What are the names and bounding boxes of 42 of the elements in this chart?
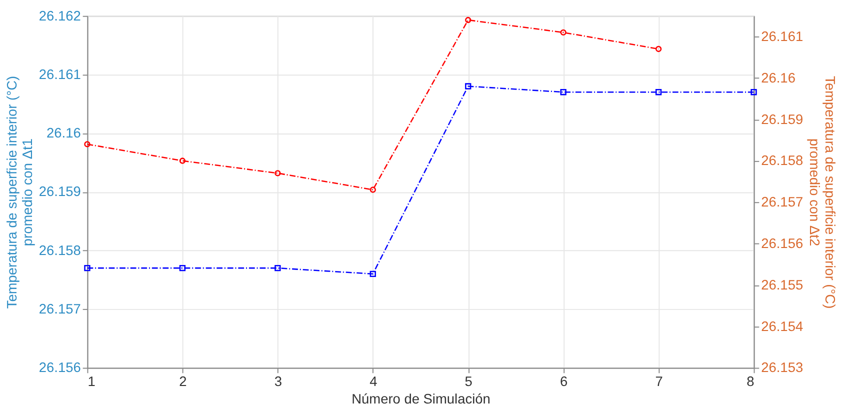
- y2-tick-label: 26.154: [761, 318, 804, 334]
- point: [84, 141, 90, 148]
- x-tick-label: 5: [464, 374, 473, 389]
- x-tick-label: 4: [370, 374, 378, 389]
- y-tick-label: 26.157: [38, 302, 81, 317]
- point: [179, 158, 186, 164]
- y-tick-label: 26.16: [46, 126, 82, 141]
- point: [750, 89, 757, 96]
- point: [465, 83, 472, 90]
- x-tick-label: 8: [746, 374, 755, 389]
- y2-tick-label: 26.157: [761, 194, 804, 210]
- y2-tick-label: 26.158: [761, 153, 804, 168]
- x-tick-label: 6: [560, 374, 568, 389]
- y-tick-label: 26.159: [38, 184, 81, 200]
- point: [465, 16, 472, 24]
- point: [84, 264, 90, 272]
- point: [370, 270, 376, 278]
- point: [560, 29, 566, 36]
- point: [560, 89, 566, 96]
- y2-tick-label: 26.159: [761, 112, 804, 127]
- y-axis-title: Temperatura de superficie interior (°C) promedio con Δt1: [4, 76, 36, 309]
- point: [274, 264, 281, 272]
- y2-axis-title: Temperatura de superficie interior (°C) promedio con Δt2: [806, 76, 838, 309]
- y2-tick-label: 26.156: [761, 236, 804, 251]
- y-tick-label: 26.161: [38, 66, 81, 82]
- y-tick-label: 26.158: [38, 242, 82, 258]
- point: [370, 186, 376, 193]
- point: [655, 46, 662, 52]
- x-tick-label: 3: [274, 374, 282, 389]
- point: [274, 170, 281, 176]
- x-tick-label: 2: [179, 374, 187, 389]
- x-tick-label: 7: [655, 374, 663, 389]
- point: [655, 89, 662, 96]
- y2-tick-label: 26.16: [761, 70, 796, 86]
- y-tick-label: 26.156: [38, 360, 82, 376]
- point: [179, 264, 186, 272]
- y2-tick-label: 26.155: [761, 277, 804, 292]
- x-axis-title: Número de Simulación: [352, 392, 490, 407]
- y2-tick-label: 26.161: [761, 28, 804, 44]
- y2-tick-label: 26.153: [761, 360, 804, 376]
- y-tick-label: 26.162: [38, 8, 81, 24]
- x-tick-label: 1: [88, 374, 96, 389]
